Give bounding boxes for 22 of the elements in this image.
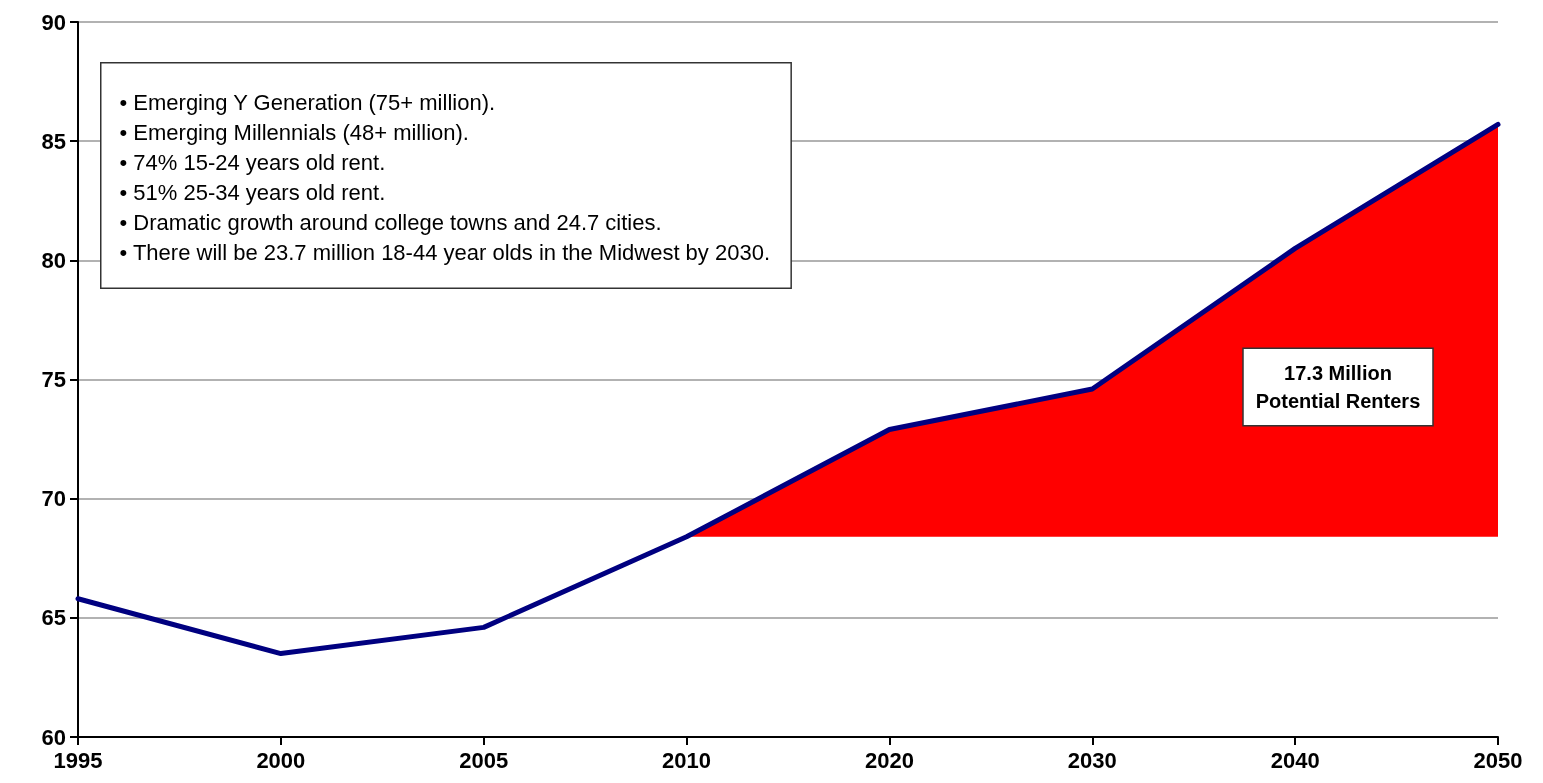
annotation: • Dramatic growth around college towns and 24.7 cities. — [119, 210, 662, 235]
annotation: • Emerging Millennials (48+ million). — [119, 120, 469, 145]
x-tick-label: 2000 — [256, 747, 306, 773]
annotation: • Emerging Y Generation (75+ million). — [119, 90, 496, 115]
y-tick-label: 85 — [41, 128, 66, 154]
y-tick-label: 75 — [41, 367, 66, 392]
y-tick-label: 65 — [41, 605, 66, 631]
x-tick-label: 2020 — [864, 747, 914, 773]
x-tick-label: 2050 — [1473, 747, 1523, 773]
annotation: • 74% 15-24 years old rent. — [119, 150, 386, 175]
y-tick-label: 70 — [41, 486, 66, 512]
x-tick-label: 1995 — [53, 747, 103, 773]
y-tick-label: 90 — [41, 9, 66, 35]
annotation: • There will be 23.7 million 18-44 year olds in the Midwest by 2030. — [119, 240, 771, 265]
x-tick-label: 2030 — [1067, 747, 1117, 773]
x-tick-label: 2040 — [1270, 747, 1320, 773]
y-tick-label: 80 — [41, 247, 66, 273]
annotation: • 51% 25-34 years old rent. — [119, 180, 386, 205]
x-tick-label: 2005 — [459, 747, 509, 773]
y-tick-label: 60 — [41, 724, 66, 750]
x-tick-label: 2010 — [662, 747, 712, 773]
annotation: 17.3 Million Potential Renters — [1255, 362, 1421, 412]
